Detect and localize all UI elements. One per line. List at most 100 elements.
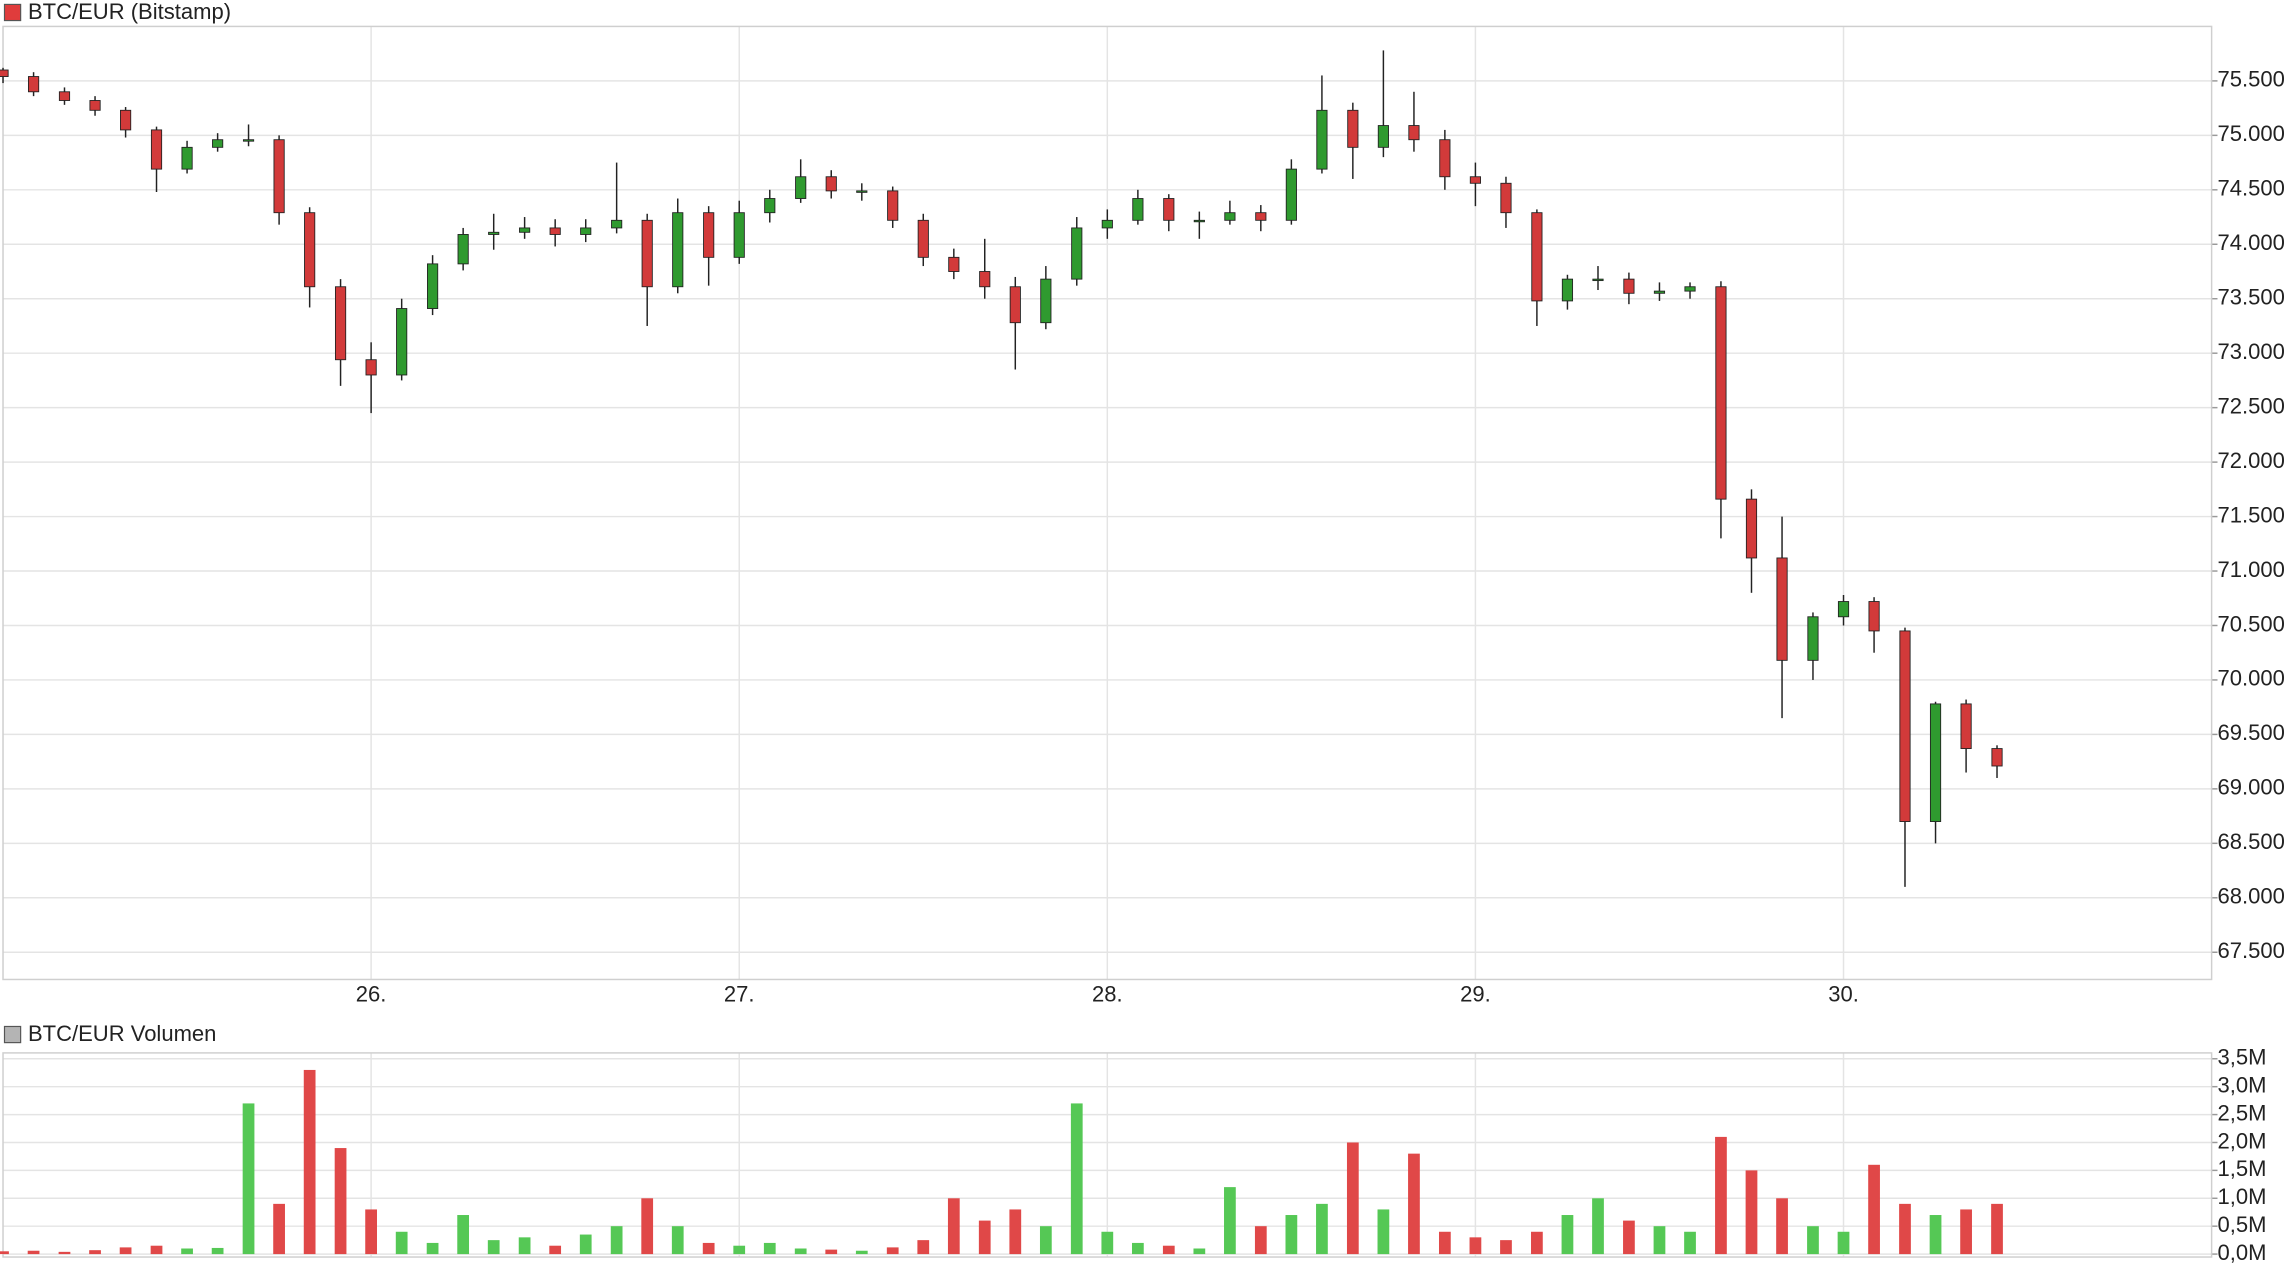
volume-bar (457, 1215, 470, 1255)
volume-bar (1285, 1215, 1298, 1255)
volume-bar (763, 1242, 776, 1255)
candle-body (1500, 182, 1512, 214)
volume-bar (1899, 1203, 1911, 1255)
volume-bar (947, 1198, 960, 1255)
volume-bar (1960, 1209, 1972, 1255)
candle-body (1101, 219, 1113, 229)
volume-bar (1131, 1242, 1144, 1255)
x-tick-label: 26. (356, 981, 387, 1006)
candle-body (1193, 219, 1205, 223)
volume-bar (487, 1240, 500, 1255)
candle-body (58, 91, 71, 101)
candle-body (1776, 557, 1788, 661)
volume-bar (1408, 1153, 1420, 1255)
candle-body (1439, 139, 1451, 178)
candle-body (1071, 227, 1083, 280)
candle-body (1960, 703, 1972, 750)
candle-body (1347, 109, 1359, 148)
candle-body (1040, 278, 1052, 324)
candle-body (1285, 168, 1297, 221)
volume-bar (1715, 1136, 1727, 1255)
candle-body (979, 271, 991, 288)
volume-bar (1561, 1215, 1574, 1255)
candle-body (795, 176, 807, 199)
y-tick-label: 72.500 (2217, 393, 2284, 418)
candle-body (304, 212, 316, 288)
plot-frame (2, 25, 2213, 981)
panel-title: BTC/EUR Volumen (28, 1021, 216, 1046)
y-tick-label: 2,0M (2217, 1128, 2266, 1153)
y-tick-label: 68.000 (2217, 884, 2284, 909)
candle-body (1653, 290, 1666, 294)
candle-body (1807, 616, 1819, 661)
candle-body (764, 198, 776, 214)
volume-bar (89, 1250, 101, 1255)
volume-bar (1346, 1142, 1359, 1255)
candle-body (89, 100, 101, 111)
y-tick-label: 1,0M (2217, 1184, 2266, 1209)
y-tick-label: 75.000 (2217, 121, 2284, 146)
candle-body (641, 219, 653, 288)
volume-bar (1776, 1198, 1788, 1255)
volume-bar (242, 1103, 255, 1255)
candle-body (1316, 109, 1328, 170)
candle-body (273, 139, 285, 214)
y-tick-label: 70.000 (2217, 666, 2284, 691)
volume-bar (641, 1198, 654, 1255)
plot-frame (2, 1052, 2213, 1258)
volume-bar (1745, 1170, 1758, 1255)
y-tick-label: 74.500 (2217, 176, 2284, 201)
x-tick-label: 27. (724, 981, 755, 1006)
volume-bar (1684, 1231, 1696, 1255)
candle-body (334, 286, 347, 361)
candle-body (1684, 286, 1696, 292)
candle-body (703, 212, 715, 258)
volume-bar (825, 1249, 838, 1255)
volume-bar (579, 1234, 592, 1255)
volume-bar (610, 1226, 623, 1255)
volume-bar (1929, 1215, 1942, 1255)
candle-body (1255, 212, 1267, 221)
y-tick-label: 2,5M (2217, 1100, 2266, 1125)
y-tick-label: 73.500 (2217, 285, 2284, 310)
candle-body (611, 219, 623, 229)
title-marker (3, 3, 22, 22)
candle-body (1623, 278, 1635, 294)
volume-bar (1807, 1226, 1819, 1255)
volume-bar (1316, 1203, 1328, 1255)
volume-bar (733, 1245, 746, 1255)
volume-bar (1009, 1209, 1022, 1255)
y-tick-label: 1,5M (2217, 1156, 2266, 1181)
panel-title: BTC/EUR (Bitstamp) (28, 0, 231, 24)
volume-bar (518, 1237, 531, 1255)
candle-body (1715, 286, 1727, 500)
volume-bar (0, 1251, 9, 1255)
candle-body (488, 231, 500, 235)
y-tick-label: 71.000 (2217, 557, 2284, 582)
title-marker (3, 1025, 22, 1044)
y-tick-label: 71.500 (2217, 502, 2284, 527)
volume-bar (1438, 1231, 1451, 1255)
candle-body (948, 256, 960, 272)
x-tick-label: 28. (1092, 981, 1123, 1006)
volume-bar (1991, 1203, 2003, 1255)
candle-body (856, 190, 868, 193)
volume-bar (273, 1203, 285, 1255)
y-tick-label: 69.500 (2217, 720, 2284, 745)
candle-body (120, 109, 132, 131)
candle-body (242, 139, 255, 142)
y-tick-label: 74.000 (2217, 230, 2284, 255)
volume-bar (150, 1245, 163, 1255)
candle-body (1929, 703, 1942, 822)
candle-body (1163, 198, 1175, 221)
y-tick-label: 3,0M (2217, 1072, 2266, 1097)
y-tick-label: 67.500 (2217, 938, 2284, 963)
candle-body (27, 76, 40, 93)
candle-body (1837, 601, 1850, 618)
candle-body (519, 227, 531, 233)
candle-body (365, 359, 377, 376)
volume-bar (1592, 1198, 1604, 1255)
volume-bar (365, 1209, 377, 1255)
volume-bar (1377, 1209, 1390, 1255)
volume-bar (1837, 1231, 1850, 1255)
